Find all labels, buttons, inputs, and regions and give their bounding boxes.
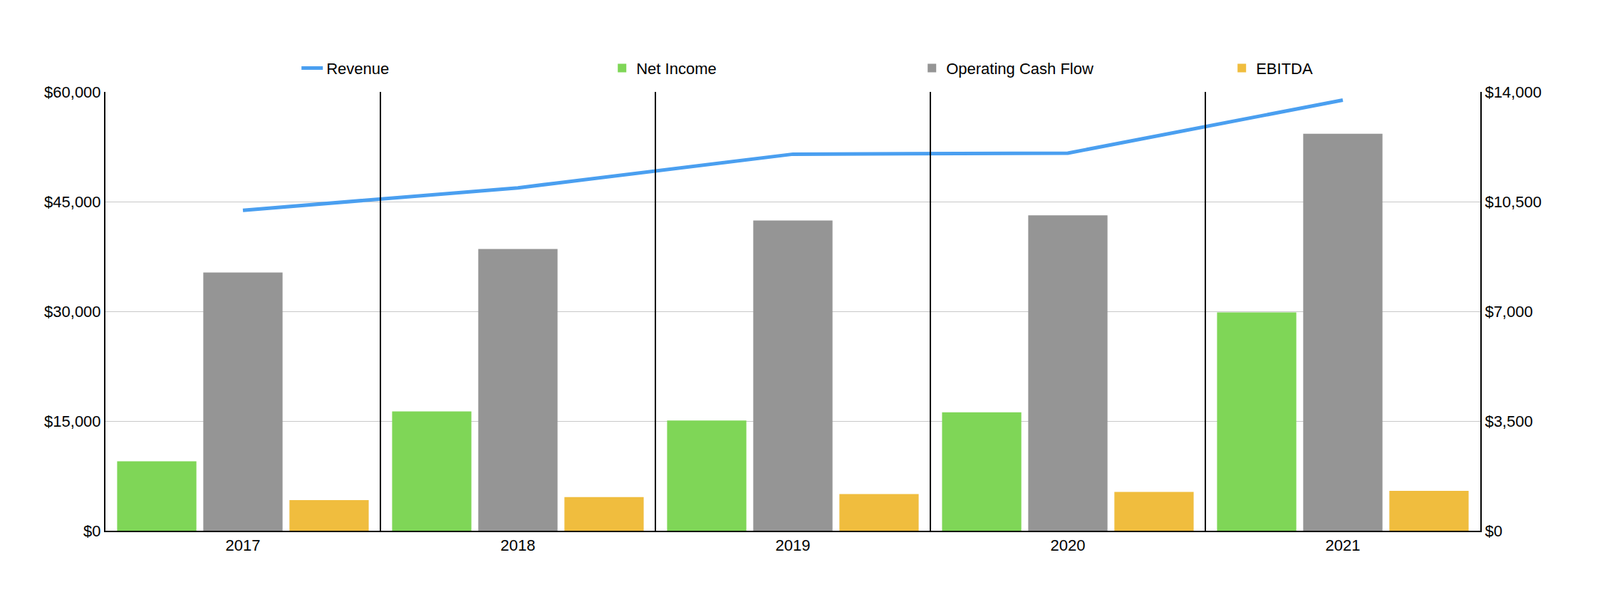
svg-text:$15,000: $15,000	[44, 412, 102, 431]
svg-text:$30,000: $30,000	[44, 302, 102, 321]
svg-text:$45,000: $45,000	[44, 193, 102, 211]
svg-text:EBITDA: EBITDA	[1255, 59, 1313, 78]
svg-text:$7,000: $7,000	[1484, 302, 1533, 321]
svg-text:2019: 2019	[775, 536, 811, 555]
svg-text:Revenue: Revenue	[326, 59, 389, 78]
svg-text:$10,500: $10,500	[1484, 193, 1542, 211]
svg-text:2018: 2018	[500, 536, 536, 555]
svg-text:2021: 2021	[1325, 536, 1361, 555]
svg-text:$0: $0	[1484, 522, 1502, 540]
svg-text:$14,000: $14,000	[1484, 83, 1542, 102]
svg-text:$60,000: $60,000	[44, 83, 102, 102]
svg-text:Net Income: Net Income	[636, 59, 717, 78]
svg-text:2020: 2020	[1050, 536, 1086, 555]
svg-text:$0: $0	[83, 522, 101, 540]
svg-text:2017: 2017	[225, 536, 261, 555]
svg-text:Operating Cash Flow: Operating Cash Flow	[946, 59, 1094, 78]
svg-text:$3,500: $3,500	[1484, 412, 1533, 431]
